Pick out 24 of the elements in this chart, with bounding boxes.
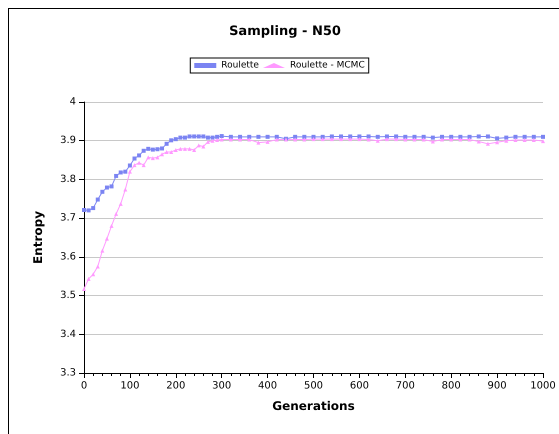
x-tick-label: 0 xyxy=(80,380,88,392)
x-tick-label: 400 xyxy=(258,380,278,392)
legend-label: Roulette - MCMC xyxy=(290,60,365,70)
x-tick-label: 900 xyxy=(488,380,507,392)
x-tick-label: 800 xyxy=(442,380,461,392)
y-tick-label: 3.5 xyxy=(60,290,76,302)
y-tick-label: 3.6 xyxy=(60,251,76,262)
y-tick-label: 3.9 xyxy=(60,135,76,146)
x-tick-label: 700 xyxy=(396,380,415,392)
x-axis-title: Generations xyxy=(272,399,355,413)
x-tick-label: 100 xyxy=(120,380,140,392)
x-tick-label: 600 xyxy=(350,380,369,392)
y-tick-label: 3.8 xyxy=(60,174,76,185)
y-axis-title: Entropy xyxy=(31,210,45,264)
x-tick-label: 300 xyxy=(212,380,232,392)
y-tick-label: 3.7 xyxy=(60,212,76,224)
x-tick-label: 1000 xyxy=(530,380,556,392)
y-tick-label: 3.4 xyxy=(60,328,76,340)
y-tick-label: 4 xyxy=(70,96,76,108)
legend-label: Roulette xyxy=(221,60,260,70)
chart-title: Sampling - N50 xyxy=(229,24,341,39)
x-tick-label: 500 xyxy=(304,380,324,392)
y-tick-label: 3.3 xyxy=(60,368,76,378)
x-tick-label: 200 xyxy=(166,380,186,392)
